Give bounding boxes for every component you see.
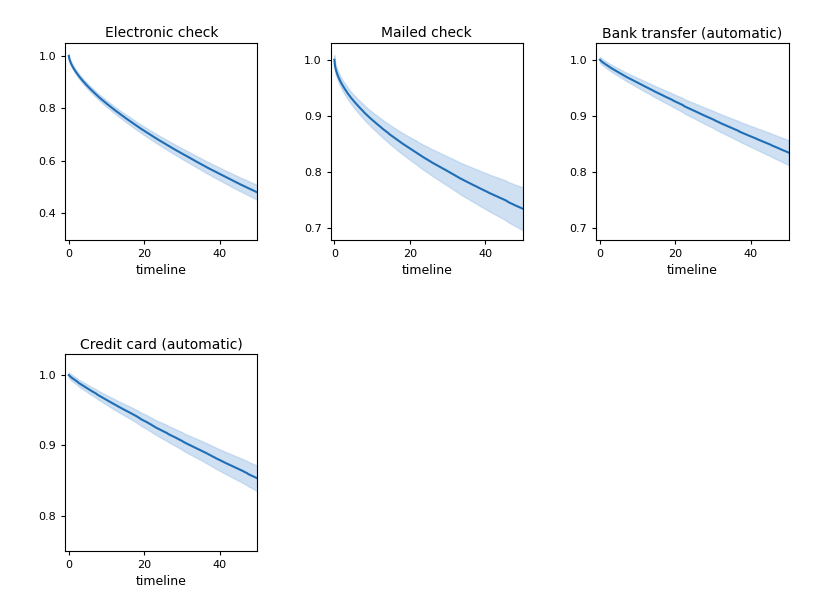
X-axis label: timeline: timeline: [402, 264, 452, 277]
Title: Bank transfer (automatic): Bank transfer (automatic): [602, 26, 783, 40]
X-axis label: timeline: timeline: [667, 264, 718, 277]
Title: Electronic check: Electronic check: [105, 26, 218, 40]
Title: Credit card (automatic): Credit card (automatic): [80, 337, 242, 351]
X-axis label: timeline: timeline: [136, 575, 187, 588]
X-axis label: timeline: timeline: [136, 264, 187, 277]
Title: Mailed check: Mailed check: [381, 26, 472, 40]
